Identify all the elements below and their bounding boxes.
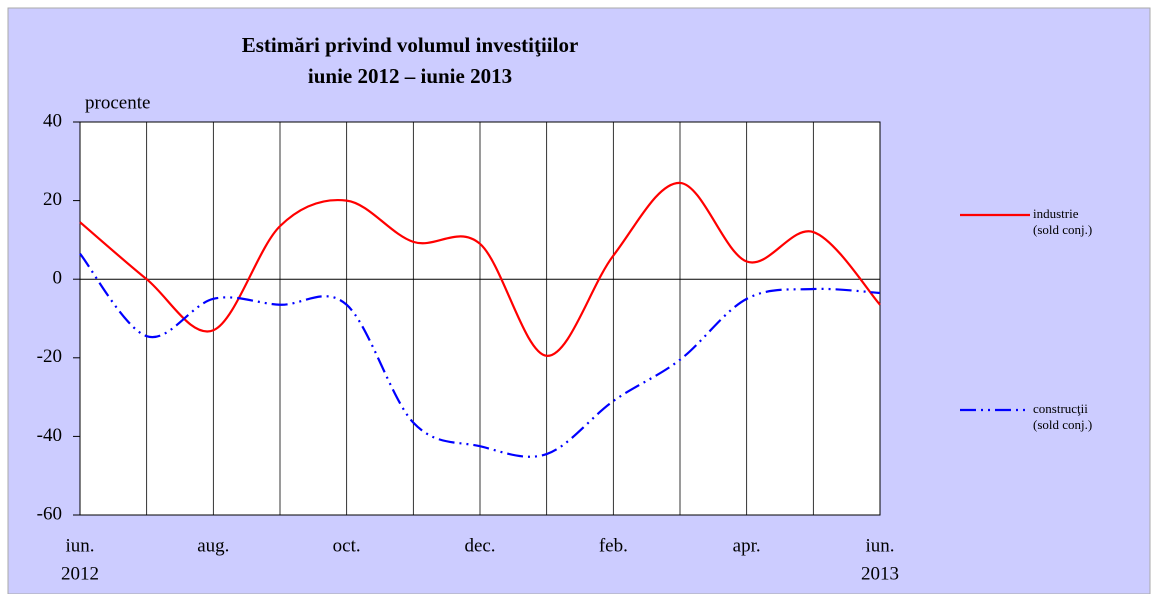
x-tick-label: iun.: [65, 535, 94, 556]
x-tick-label: oct.: [333, 535, 361, 556]
x-tick-label: dec.: [464, 535, 495, 556]
y-tick-label: -40: [37, 425, 62, 446]
chart-title: Estimări privind volumul investiţiilor: [242, 33, 579, 57]
y-tick-label: 0: [53, 268, 63, 289]
series-line: [79, 181, 881, 357]
series-line: [79, 252, 881, 458]
x-tick-label: feb.: [599, 535, 628, 556]
legend-label: construcţii: [1033, 401, 1088, 416]
y-tick-label: -20: [37, 346, 62, 367]
chart-subtitle: iunie 2012 – iunie 2013: [308, 64, 512, 88]
x-tick-label: iun.: [865, 535, 894, 556]
x-tick-year: 2012: [61, 563, 99, 584]
y-tick-label: -60: [37, 503, 62, 524]
y-axis-label: procente: [85, 92, 150, 113]
x-tick-label: aug.: [197, 535, 229, 556]
y-tick-label: 20: [43, 189, 62, 210]
x-tick-label: apr.: [733, 535, 761, 556]
legend-note: (sold conj.): [1033, 222, 1092, 237]
y-tick-label: 40: [43, 110, 62, 131]
legend-label: industrie: [1033, 206, 1079, 221]
legend-note: (sold conj.): [1033, 417, 1092, 432]
x-tick-year: 2013: [861, 563, 899, 584]
